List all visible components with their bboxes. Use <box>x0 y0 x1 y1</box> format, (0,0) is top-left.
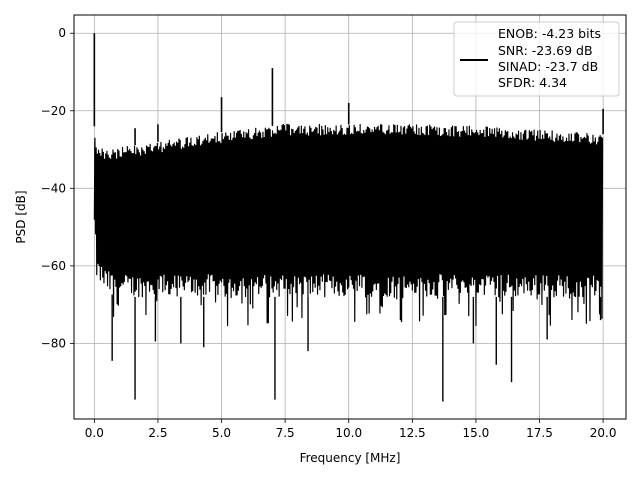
x-tick-label: 2.5 <box>148 426 167 440</box>
y-tick-label: −40 <box>41 181 66 195</box>
legend-line-enob: ENOB: -4.23 bits <box>498 26 601 41</box>
x-tick-label: 5.0 <box>212 426 231 440</box>
legend: ENOB: -4.23 bits SNR: -23.69 dB SINAD: -… <box>453 21 620 97</box>
data-layer <box>93 33 604 402</box>
x-tick-label: 15.0 <box>463 426 490 440</box>
plot-frame <box>73 14 627 420</box>
x-tick-label: 0.0 <box>85 426 104 440</box>
x-axis-label: Frequency [MHz] <box>300 451 401 465</box>
tick-layer: 0.0 2.5 5.0 7.5 10.0 12.5 15.0 17.5 20.0 0 −20 −40 −… <box>41 26 617 440</box>
x-tick-label: 12.5 <box>399 426 426 440</box>
legend-line-sinad: SINAD: -23.7 dB <box>498 59 598 74</box>
x-tick-label: 17.5 <box>526 426 553 440</box>
y-axis-label: PSD [dB] <box>14 190 28 243</box>
legend-box <box>453 21 620 97</box>
legend-line-sfdr: SFDR: 4.34 <box>498 75 567 90</box>
x-tick-label: 7.5 <box>276 426 295 440</box>
y-tick-label: −20 <box>41 104 66 118</box>
y-tick-label: −80 <box>41 336 66 350</box>
y-tick-label: 0 <box>58 26 66 40</box>
x-tick-label: 20.0 <box>590 426 617 440</box>
legend-line-snr: SNR: -23.69 dB <box>498 43 593 58</box>
x-tick-label: 10.0 <box>335 426 362 440</box>
psd-floor-band <box>94 139 603 270</box>
y-tick-label: −60 <box>41 259 66 273</box>
